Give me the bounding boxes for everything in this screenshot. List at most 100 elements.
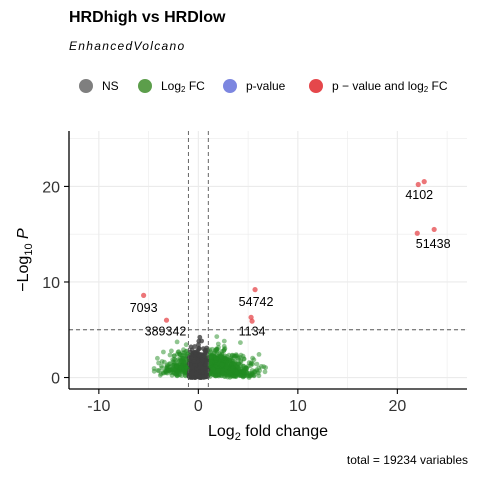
legend-label: p-value (246, 79, 286, 93)
legend-item-fc: Log2 FC (138, 77, 205, 95)
ns-point (201, 346, 206, 352)
points-layer (141, 179, 437, 380)
point-label: 7093 (130, 301, 158, 315)
chart-subtitle: EnhancedVolcano (69, 39, 186, 53)
fc-point (214, 334, 220, 339)
fc-point (167, 352, 173, 358)
significant-point (414, 230, 420, 236)
fc-point (256, 365, 262, 371)
legend-marker (309, 79, 323, 93)
significant-point (141, 292, 147, 298)
significant-point (163, 317, 170, 323)
ns-point (199, 338, 205, 344)
y-axis-title-subscript: 10 (23, 243, 35, 255)
ns-point (200, 357, 206, 363)
fc-point (262, 369, 268, 375)
legend-label: p − value and log2 FC (332, 78, 448, 94)
ns-point (197, 353, 203, 358)
fc-point (174, 339, 180, 345)
ns-point (196, 346, 202, 352)
fc-point (178, 365, 184, 370)
legend-marker (223, 79, 237, 93)
fc-point (251, 372, 257, 378)
ns-point (193, 352, 198, 357)
fc-point (253, 369, 259, 374)
ns-point (192, 344, 198, 349)
fc-point (161, 349, 166, 355)
fc-point (156, 368, 162, 373)
fc-point (159, 359, 165, 364)
ns-point (197, 334, 203, 340)
fc-point (256, 373, 262, 379)
legend-label: NS (102, 79, 119, 93)
x-axis-title-main: Log (208, 423, 235, 440)
ns-point (194, 371, 199, 377)
significant-point (415, 181, 421, 188)
ns-point (186, 374, 192, 379)
fc-point (215, 341, 221, 347)
y-tick-label: 0 (51, 371, 60, 388)
fc-point (220, 370, 225, 376)
fc-point (217, 354, 223, 359)
legend-item-both: p − value and log2 FC (309, 77, 448, 95)
fc-point (227, 374, 233, 380)
ns-point (201, 353, 207, 359)
point-label: 51438 (416, 237, 451, 251)
fc-point (210, 367, 216, 372)
fc-point (174, 364, 179, 370)
ns-point (190, 370, 196, 376)
y-axis-title-main: −Log (15, 256, 32, 292)
fc-point (212, 373, 218, 379)
x-axis-title-rest: fold change (241, 423, 328, 440)
point-label: 1134 (239, 325, 266, 339)
fc-point (155, 355, 160, 361)
ns-point (191, 359, 197, 364)
chart-title: HRDhigh vs HRDlow (69, 9, 226, 26)
y-tick-label: 20 (42, 179, 60, 196)
ns-point (202, 366, 208, 371)
fc-point (214, 356, 220, 361)
point-label: 54742 (239, 295, 274, 309)
y-axis-title-rest: P (15, 228, 32, 243)
fc-point (180, 355, 186, 361)
point-label: 389342 (145, 325, 187, 339)
ns-point (196, 342, 201, 348)
fc-point (157, 372, 163, 378)
fc-point (232, 353, 238, 359)
ns-point (204, 360, 210, 366)
x-tick-label: 0 (194, 398, 203, 415)
fc-point (183, 342, 189, 348)
fc-point (221, 343, 227, 349)
fc-point (163, 369, 169, 374)
ns-point (198, 365, 204, 370)
legend-label: Log2 FC (161, 78, 205, 94)
x-tick-label: -10 (87, 398, 110, 415)
fc-point (247, 371, 253, 376)
fc-point (231, 361, 236, 367)
fc-point (214, 346, 220, 352)
significant-point (421, 179, 427, 185)
fc-point (254, 361, 260, 367)
legend-item-p: p-value (223, 77, 285, 95)
fc-point (175, 369, 181, 375)
fc-point (241, 369, 247, 375)
fc-point (183, 349, 189, 354)
fc-point (243, 365, 249, 371)
fc-point (215, 368, 221, 374)
x-tick-label: 20 (388, 398, 406, 415)
fc-point (229, 357, 234, 363)
legend-item-ns: NS (79, 77, 119, 95)
fc-point (261, 364, 267, 370)
fc-point (246, 360, 252, 366)
fc-point (256, 352, 262, 357)
x-tick-label: 10 (289, 398, 307, 415)
fc-point (240, 353, 246, 359)
significant-point (431, 226, 437, 233)
fc-point (171, 353, 177, 359)
fc-point (208, 355, 214, 360)
fc-point (238, 340, 243, 345)
x-axis-title-subscript: 2 (235, 431, 241, 443)
fc-point (236, 356, 242, 362)
